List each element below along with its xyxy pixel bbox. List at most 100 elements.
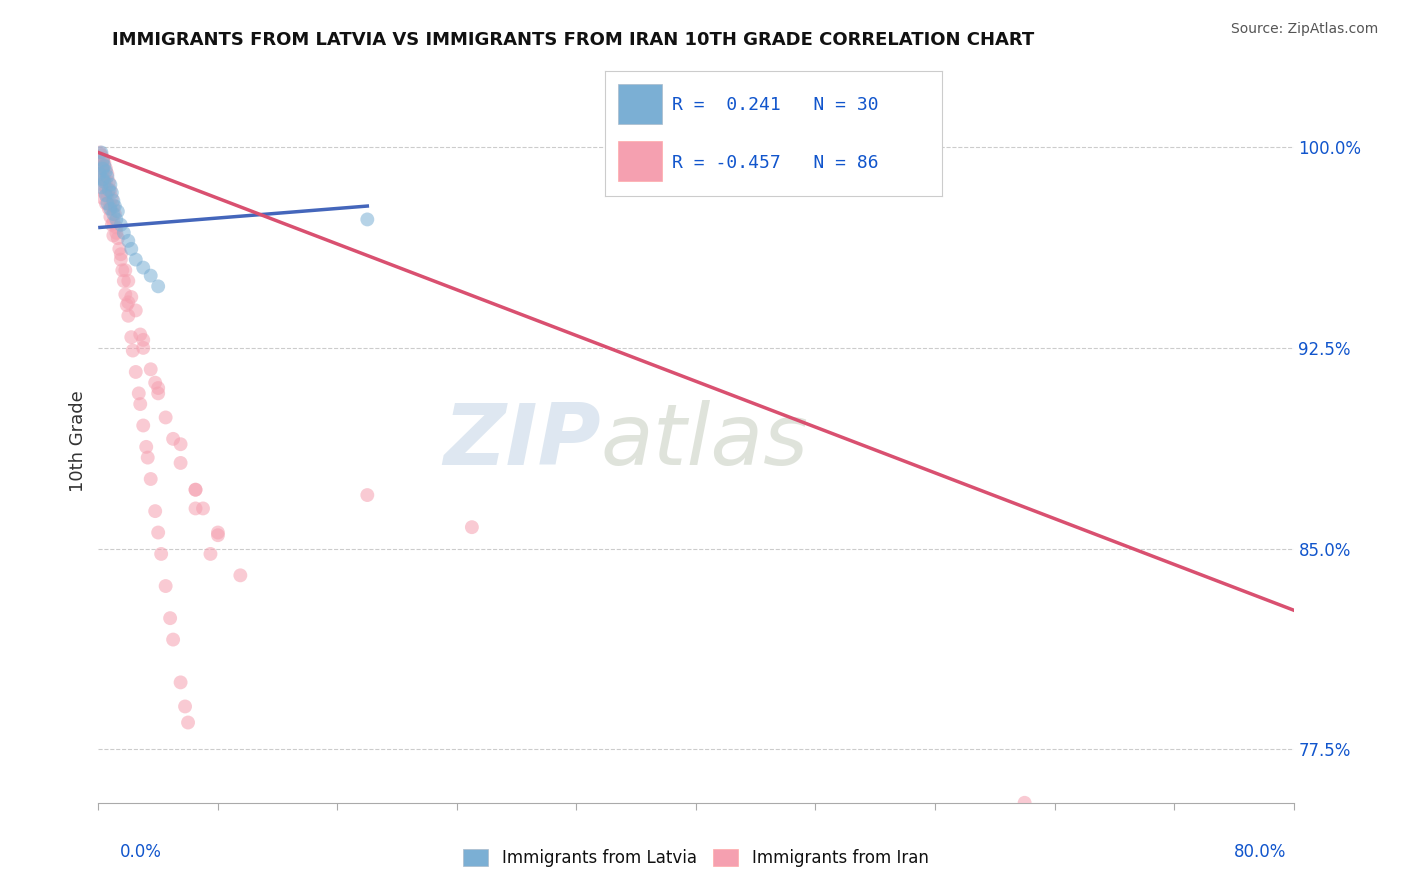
Text: ZIP: ZIP [443, 400, 600, 483]
Point [121, 343, 143, 358]
Point [93, 156, 115, 170]
Point [132, 341, 155, 355]
Text: atlas: atlas [600, 400, 808, 483]
Point [117, 309, 139, 323]
Point [96, 196, 118, 211]
Point [125, 365, 148, 379]
Text: R =  0.241   N = 30: R = 0.241 N = 30 [672, 96, 879, 114]
Point [107, 231, 129, 245]
Point [114, 263, 136, 277]
Point [129, 327, 152, 342]
Point [143, 376, 166, 390]
Point [96, 188, 118, 202]
Point [103, 215, 125, 229]
Point [112, 274, 135, 288]
Point [91, 153, 114, 168]
Point [461, 520, 484, 534]
Point [114, 287, 136, 301]
Point [101, 186, 124, 200]
Point [98, 178, 122, 192]
Point [90, 159, 112, 173]
Point [184, 483, 207, 497]
Point [104, 207, 127, 221]
Point [169, 456, 191, 470]
Point [117, 274, 139, 288]
Point [169, 437, 191, 451]
Point [155, 410, 177, 425]
Point [139, 362, 162, 376]
Point [169, 675, 191, 690]
Point [174, 699, 197, 714]
Point [103, 207, 125, 221]
Text: IMMIGRANTS FROM LATVIA VS IMMIGRANTS FROM IRAN 10TH GRADE CORRELATION CHART: IMMIGRANTS FROM LATVIA VS IMMIGRANTS FRO… [112, 31, 1035, 49]
Point [90, 180, 112, 194]
Point [93, 172, 115, 186]
Point [132, 333, 155, 347]
Point [94, 180, 117, 194]
Point [150, 547, 173, 561]
Point [91, 151, 114, 165]
Point [105, 220, 128, 235]
Point [105, 226, 128, 240]
Point [139, 268, 162, 283]
Point [125, 252, 148, 267]
Point [90, 169, 112, 184]
Point [94, 161, 117, 176]
Point [120, 290, 142, 304]
Point [98, 199, 122, 213]
Point [110, 247, 132, 261]
Point [207, 525, 229, 540]
Point [132, 418, 155, 433]
Point [111, 263, 134, 277]
Point [105, 212, 128, 227]
Point [207, 528, 229, 542]
Point [96, 167, 118, 181]
Bar [619, 84, 662, 124]
Point [98, 210, 122, 224]
Point [148, 386, 170, 401]
Point [93, 186, 115, 200]
Point [112, 226, 135, 240]
Point [90, 148, 112, 162]
Point [91, 178, 114, 192]
Point [155, 579, 177, 593]
Point [132, 260, 155, 275]
Point [93, 159, 115, 173]
Point [128, 386, 150, 401]
Point [356, 488, 378, 502]
Point [91, 161, 114, 176]
Point [148, 279, 170, 293]
Point [129, 397, 152, 411]
Point [90, 145, 112, 160]
Bar [619, 141, 662, 181]
Point [229, 568, 252, 582]
Point [97, 175, 120, 189]
Point [96, 169, 118, 184]
Point [91, 172, 114, 186]
Point [104, 199, 127, 213]
Point [200, 547, 222, 561]
Point [97, 202, 120, 216]
Point [177, 715, 200, 730]
Y-axis label: 10th Grade: 10th Grade [69, 391, 87, 492]
Legend: Immigrants from Latvia, Immigrants from Iran: Immigrants from Latvia, Immigrants from … [457, 842, 935, 874]
Point [103, 194, 125, 208]
Point [101, 218, 124, 232]
Point [89, 145, 111, 160]
Point [94, 175, 117, 189]
Point [120, 330, 142, 344]
Point [139, 472, 162, 486]
Point [143, 504, 166, 518]
Point [162, 632, 184, 647]
Point [107, 204, 129, 219]
Point [89, 156, 111, 170]
Point [117, 234, 139, 248]
Point [191, 501, 214, 516]
Text: R = -0.457   N = 86: R = -0.457 N = 86 [672, 153, 879, 171]
Text: 80.0%: 80.0% [1234, 843, 1286, 861]
Point [356, 212, 378, 227]
Point [98, 202, 122, 216]
Point [120, 242, 142, 256]
Point [125, 303, 148, 318]
Point [91, 164, 114, 178]
